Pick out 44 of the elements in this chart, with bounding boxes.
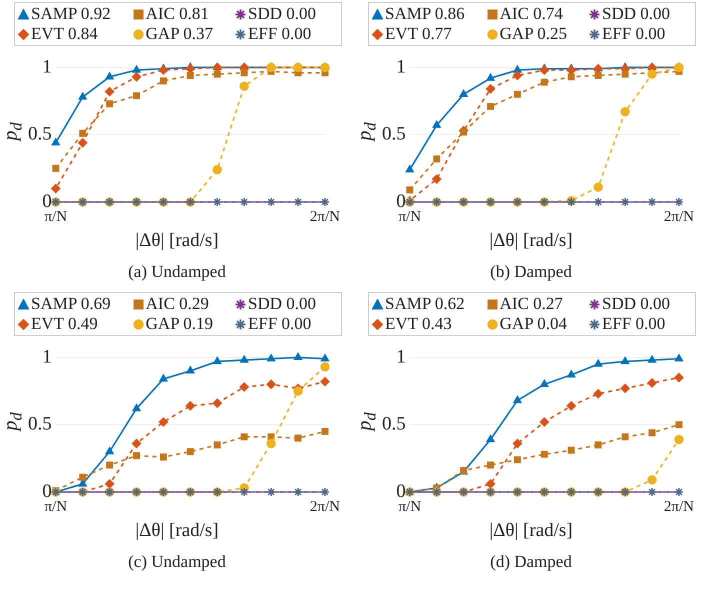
legend-label: EVT 0.49	[31, 314, 98, 334]
y-tick-label: 0.5	[382, 124, 406, 145]
legend-label: AIC 0.81	[146, 4, 209, 24]
y-tick-label: 1	[42, 56, 52, 78]
legend-label: EFF 0.00	[602, 314, 666, 334]
y-tick-label: 0.5	[382, 414, 406, 435]
x-tick-label: 2π/N	[664, 208, 694, 225]
legend-label: EVT 0.84	[31, 24, 98, 44]
legend-label: GAP 0.25	[500, 24, 568, 44]
legend-label: AIC 0.27	[500, 294, 563, 314]
x-axis-title: |Δθ| [rad/s]	[488, 230, 574, 252]
x-axis-title: |Δθ| [rad/s]	[134, 230, 220, 252]
y-tick-label: 1	[42, 346, 52, 368]
legend-label: EVT 0.43	[385, 314, 452, 334]
legend-label: EFF 0.00	[602, 24, 666, 44]
y-tick-label: 0.5	[28, 124, 52, 145]
legend-label: EFF 0.00	[248, 314, 312, 334]
x-tick-label: 2π/N	[310, 498, 340, 515]
text: (d) Damped	[489, 552, 573, 572]
y-tick-label: 1	[396, 56, 406, 78]
legend-label: GAP 0.19	[146, 314, 214, 334]
legend-label: EFF 0.00	[248, 24, 312, 44]
legend-label: SDD 0.00	[602, 4, 670, 24]
y-tick-label: 0.5	[28, 414, 52, 435]
text: (c) Undamped	[127, 552, 227, 572]
x-tick-label: 2π/N	[664, 498, 694, 515]
legend-label: SAMP 0.86	[385, 4, 465, 24]
y-tick-label: 1	[396, 346, 406, 368]
legend-label: AIC 0.74	[500, 4, 563, 24]
legend-label: GAP 0.37	[146, 24, 214, 44]
legend-label: AIC 0.29	[146, 294, 209, 314]
text: (a) Undamped	[127, 262, 227, 282]
x-axis-title: |Δθ| [rad/s]	[488, 520, 574, 542]
legend-label: SDD 0.00	[248, 4, 316, 24]
text: (b) Damped	[489, 262, 573, 282]
x-tick-label: 2π/N	[310, 208, 340, 225]
legend-label: EVT 0.77	[385, 24, 452, 44]
legend-label: SDD 0.00	[248, 294, 316, 314]
legend-label: SDD 0.00	[602, 294, 670, 314]
legend-label: GAP 0.04	[500, 314, 568, 334]
x-axis-title: |Δθ| [rad/s]	[134, 520, 220, 542]
legend-label: SAMP 0.92	[31, 4, 111, 24]
legend-label: SAMP 0.62	[385, 294, 465, 314]
legend-label: SAMP 0.69	[31, 294, 111, 314]
